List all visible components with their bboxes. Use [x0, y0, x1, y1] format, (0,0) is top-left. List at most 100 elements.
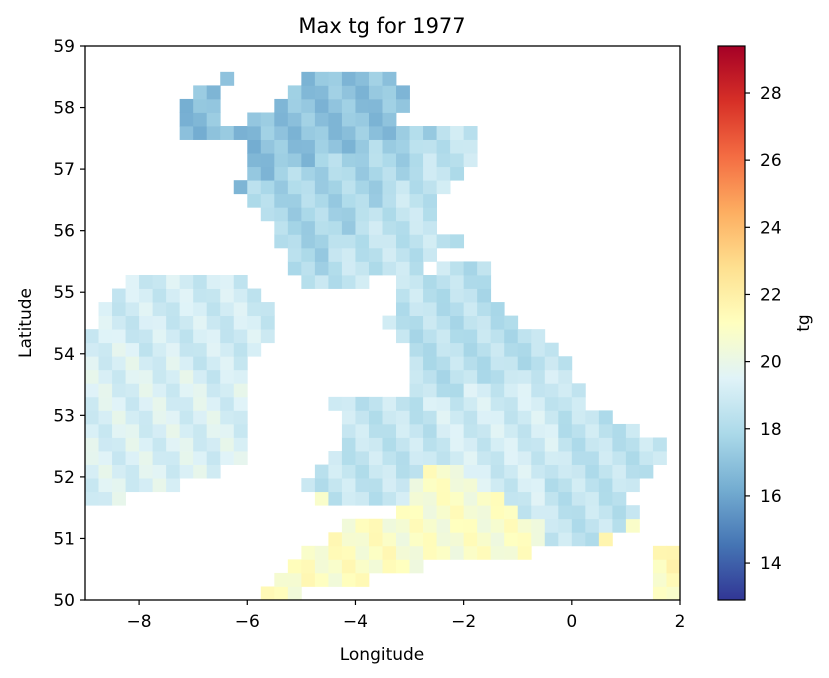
- heatmap-cell: [220, 288, 235, 303]
- heatmap-cell: [477, 478, 492, 493]
- heatmap-cell: [558, 491, 573, 506]
- heatmap-cell: [504, 369, 519, 384]
- heatmap-cell: [328, 247, 343, 262]
- heatmap-cell: [382, 478, 397, 493]
- heatmap-cell: [179, 126, 194, 140]
- heatmap-cell: [220, 451, 235, 465]
- heatmap-cell: [450, 423, 465, 438]
- heatmap-cell: [368, 261, 383, 276]
- heatmap-cell: [328, 180, 343, 195]
- heatmap-cell: [531, 369, 546, 384]
- heatmap-cell: [585, 518, 600, 533]
- heatmap-cell: [274, 180, 289, 195]
- heatmap-cell: [314, 261, 329, 276]
- heatmap-cell: [504, 329, 519, 344]
- heatmap-cell: [314, 153, 329, 168]
- heatmap-cell: [355, 98, 370, 113]
- heatmap-cell: [341, 220, 356, 235]
- heatmap-cell: [112, 464, 126, 479]
- heatmap-cell: [206, 342, 221, 357]
- heatmap-cell: [247, 342, 262, 357]
- heatmap-cell: [490, 451, 505, 465]
- heatmap-cell: [436, 451, 451, 465]
- heatmap-cell: [179, 410, 194, 425]
- heatmap-cell: [220, 410, 235, 425]
- heatmap-cell: [423, 545, 437, 560]
- heatmap-cell: [247, 315, 262, 330]
- heatmap-cell: [625, 518, 640, 533]
- heatmap-cell: [301, 71, 316, 86]
- heatmap-cell: [531, 505, 546, 520]
- heatmap-cell: [287, 207, 302, 222]
- heatmap-cell: [450, 329, 465, 344]
- heatmap-cell: [612, 451, 627, 465]
- heatmap-cell: [585, 532, 600, 547]
- heatmap-cell: [558, 478, 573, 493]
- heatmap-cell: [423, 302, 437, 317]
- heatmap-cell: [382, 437, 397, 452]
- heatmap-cell: [598, 532, 613, 547]
- heatmap-cell: [314, 478, 329, 493]
- heatmap-cell: [504, 342, 519, 357]
- heatmap-cell: [490, 369, 505, 384]
- heatmap-cell: [314, 126, 329, 140]
- heatmap-cell: [260, 207, 275, 222]
- heatmap-cell: [341, 71, 356, 86]
- heatmap-cell: [112, 329, 126, 344]
- heatmap-cell: [206, 451, 221, 465]
- heatmap-cell: [598, 437, 613, 452]
- heatmap-cell: [504, 396, 519, 411]
- heatmap-cell: [436, 153, 451, 168]
- heatmap-cell: [463, 139, 478, 154]
- heatmap-cell: [666, 559, 681, 574]
- heatmap-cell: [409, 559, 424, 574]
- heatmap-cell: [477, 423, 492, 438]
- heatmap-cell: [436, 139, 451, 154]
- heatmap-cell: [166, 464, 181, 479]
- heatmap-cell: [355, 437, 370, 452]
- heatmap-cell: [341, 126, 356, 140]
- heatmap-cell: [612, 464, 627, 479]
- heatmap-cell: [652, 586, 667, 601]
- heatmap-cell: [382, 559, 397, 574]
- heatmap-cell: [463, 383, 478, 398]
- heatmap-cell: [220, 356, 235, 371]
- heatmap-cell: [274, 112, 289, 127]
- heatmap-cell: [166, 369, 181, 384]
- heatmap-cell: [423, 234, 437, 249]
- heatmap-cell: [463, 342, 478, 357]
- heatmap-cell: [423, 491, 437, 506]
- x-tick-label: −8: [127, 612, 152, 632]
- heatmap-cell: [260, 180, 275, 195]
- heatmap-cell: [450, 396, 465, 411]
- heatmap-cell: [382, 139, 397, 154]
- heatmap-cell: [409, 491, 424, 506]
- heatmap-cell: [206, 383, 221, 398]
- heatmap-cell: [98, 342, 113, 357]
- heatmap-cell: [625, 451, 640, 465]
- heatmap-cell: [341, 545, 356, 560]
- heatmap-cell: [382, 180, 397, 195]
- heatmap-cell: [260, 139, 275, 154]
- heatmap-cell: [260, 153, 275, 168]
- heatmap-cell: [274, 153, 289, 168]
- heatmap-cell: [260, 329, 275, 344]
- heatmap-cell: [139, 464, 154, 479]
- heatmap-cell: [504, 315, 519, 330]
- heatmap-cell: [355, 478, 370, 493]
- heatmap-cell: [341, 193, 356, 208]
- heatmap-cell: [423, 356, 437, 371]
- colorbar-tick-label: 18: [760, 420, 782, 440]
- heatmap-cell: [85, 410, 99, 425]
- heatmap-cell: [328, 491, 343, 506]
- heatmap-cell: [125, 315, 140, 330]
- heatmap-cell: [139, 342, 154, 357]
- heatmap-cell: [328, 71, 343, 86]
- heatmap-cell: [463, 329, 478, 344]
- heatmap-cell: [544, 369, 559, 384]
- heatmap-cell: [328, 112, 343, 127]
- heatmap-cell: [396, 478, 410, 493]
- heatmap-cell: [139, 329, 154, 344]
- heatmap-cell: [125, 342, 140, 357]
- heatmap-cell: [193, 464, 208, 479]
